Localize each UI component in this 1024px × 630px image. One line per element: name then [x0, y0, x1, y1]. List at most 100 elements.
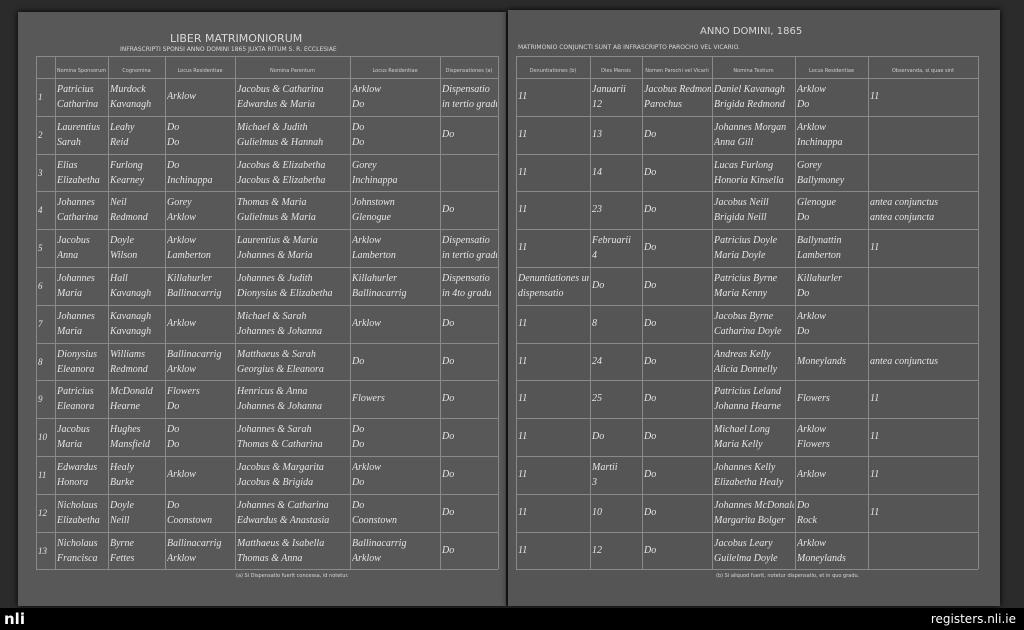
handwritten-entry: Furlong — [110, 159, 143, 171]
handwritten-entry: Neil — [110, 197, 127, 209]
handwritten-entry: Do — [167, 159, 180, 171]
handwritten-entry: Killahurler — [797, 273, 843, 284]
handwritten-entry: 11 — [870, 242, 880, 254]
handwritten-entry: Do — [442, 544, 455, 556]
handwritten-entry: Do — [644, 128, 657, 140]
page-title: LIBER MATRIMONIORUM — [170, 32, 303, 45]
handwritten-entry: Jacobus & Elizabetha — [237, 159, 326, 171]
rule — [350, 56, 351, 570]
handwritten-entry: Ballinacarrig — [167, 288, 222, 299]
rule — [36, 115, 498, 117]
handwritten-entry: Do — [797, 288, 810, 299]
handwritten-entry: Arklow — [167, 552, 196, 564]
handwritten-entry: Dionysius — [57, 348, 97, 360]
rule — [516, 304, 978, 306]
logo: nli — [4, 610, 25, 628]
handwritten-entry: Lucas Furlong — [714, 159, 774, 171]
handwritten-entry: Do — [167, 121, 180, 133]
handwritten-entry: 24 — [592, 355, 602, 367]
handwritten-entry: 11 — [870, 431, 880, 443]
handwritten-entry: Catharina Doyle — [714, 325, 782, 337]
handwritten-entry: Parochus — [644, 99, 682, 110]
handwritten-entry: 11 — [870, 91, 880, 102]
handwritten-entry: Johannes — [57, 273, 95, 284]
handwritten-entry: Eleanora — [57, 363, 95, 375]
handwritten-entry: 6 — [38, 281, 43, 291]
handwritten-entry: Johannes — [57, 197, 95, 209]
rule — [516, 56, 517, 570]
handwritten-entry: Wilson — [110, 250, 138, 262]
rule — [978, 56, 979, 570]
handwritten-entry: Patricius Leland — [714, 386, 781, 398]
handwritten-entry: Leahy — [110, 121, 135, 133]
handwritten-entry: 11 — [518, 166, 528, 178]
handwritten-entry: Do — [442, 393, 455, 405]
handwritten-entry: Lamberton — [352, 250, 396, 262]
handwritten-entry: Do — [167, 136, 180, 148]
handwritten-entry: Arklow — [167, 212, 196, 224]
handwritten-entry: Kavanagh — [110, 325, 152, 337]
handwritten-entry: Fettes — [110, 552, 135, 564]
handwritten-entry: 12 — [38, 507, 47, 518]
rule — [36, 456, 498, 457]
handwritten-entry: in 4to gradu — [442, 288, 492, 299]
handwritten-entry: Killahurler — [167, 273, 213, 284]
handwritten-entry: 4 — [38, 205, 43, 216]
handwritten-entry: Alicia Donnelly — [714, 363, 778, 375]
handwritten-entry: Gulielmus & Maria — [237, 212, 316, 224]
handwritten-entry: Do — [644, 431, 657, 443]
handwritten-entry: 11 — [518, 204, 528, 216]
handwritten-entry: Kearney — [110, 174, 144, 186]
handwritten-entry: antea conjunctus — [870, 197, 939, 209]
handwritten-entry: Flowers — [797, 439, 830, 451]
handwritten-entry: Maria — [57, 439, 82, 451]
handwritten-entry: Healy — [110, 462, 134, 473]
handwritten-entry: Jacobus Neill — [714, 197, 769, 209]
handwritten-entry: Arklow — [352, 235, 381, 247]
handwritten-entry: Do — [644, 355, 657, 367]
rule — [235, 56, 236, 570]
site-link[interactable]: registers.nli.ie — [930, 612, 1016, 626]
rule — [36, 342, 498, 344]
rule — [55, 56, 56, 570]
handwritten-entry: Neill — [110, 514, 130, 526]
handwritten-entry: Martii — [592, 462, 618, 473]
rule — [36, 229, 498, 231]
handwritten-entry: Moneylands — [797, 552, 846, 564]
handwritten-entry: Catharina — [57, 99, 99, 110]
rule — [795, 56, 796, 570]
rule — [712, 56, 713, 570]
handwritten-entry: Johannes & Maria — [237, 250, 313, 262]
handwritten-entry: Do — [167, 424, 180, 436]
handwritten-entry: 10 — [592, 506, 602, 518]
handwritten-entry: Reid — [110, 136, 129, 148]
page-title: ANNO DOMINI, 1865 — [700, 26, 803, 37]
handwritten-entry: Arklow — [167, 91, 196, 102]
handwritten-entry: Michael & Judith — [237, 121, 308, 133]
handwritten-entry: Gorey — [797, 159, 822, 171]
handwritten-entry: Do — [352, 136, 365, 148]
rule — [36, 304, 498, 306]
handwritten-entry: Do — [644, 544, 657, 556]
handwritten-entry: Kavanagh — [110, 288, 152, 299]
rule — [516, 153, 978, 155]
rule — [36, 569, 498, 571]
handwritten-entry: Kavanagh — [110, 310, 152, 322]
handwritten-entry: Jacobus & Brigida — [237, 477, 314, 488]
handwritten-entry: Redmond — [110, 363, 148, 375]
handwritten-entry: 11 — [38, 470, 47, 480]
handwritten-entry: Gulielmus & Hannah — [237, 136, 324, 148]
handwritten-entry: Do — [352, 99, 365, 110]
rule — [516, 569, 978, 571]
rule — [516, 78, 978, 79]
handwritten-entry: Maria Doyle — [714, 250, 766, 262]
handwritten-entry: Gorey — [352, 159, 377, 171]
rule — [516, 418, 978, 420]
handwritten-entry: in tertio gradu — [442, 250, 497, 262]
column-header: Locus Residentiae — [372, 68, 418, 74]
handwritten-entry: 10 — [38, 432, 47, 443]
handwritten-entry: Byrne — [110, 537, 134, 549]
handwritten-entry: Nicholaus — [57, 537, 98, 549]
handwritten-entry: 1 — [38, 92, 43, 102]
